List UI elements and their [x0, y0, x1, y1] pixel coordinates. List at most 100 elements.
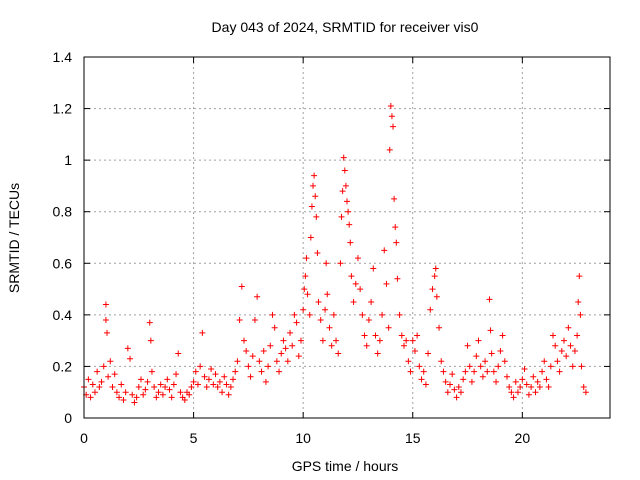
data-point [370, 265, 377, 272]
data-point [433, 293, 440, 300]
data-point [512, 378, 519, 385]
data-point [323, 260, 330, 267]
data-point [118, 381, 125, 388]
data-point [271, 324, 278, 331]
data-point [429, 286, 436, 293]
data-point [105, 373, 112, 380]
data-point [310, 182, 317, 189]
data-point [386, 146, 393, 153]
data-point [482, 358, 489, 365]
data-point [337, 260, 344, 267]
data-point [153, 394, 160, 401]
y-tick-labels: 0 0.2 0.4 0.6 0.8 1 1.2 1.4 [53, 49, 73, 426]
x-tick-label: 5 [190, 430, 198, 446]
data-point [201, 373, 208, 380]
data-point [148, 368, 155, 375]
data-point [396, 311, 403, 318]
data-point [578, 363, 585, 370]
data-point [227, 384, 234, 391]
data-point [405, 358, 412, 365]
data-point [300, 306, 307, 313]
data-point [273, 358, 280, 365]
data-point [493, 378, 500, 385]
data-point [464, 342, 471, 349]
data-point [205, 376, 212, 383]
data-point [347, 239, 354, 246]
data-point [352, 280, 359, 287]
data-point [162, 384, 169, 391]
data-point [157, 381, 164, 388]
data-point [190, 378, 197, 385]
data-point [146, 319, 153, 326]
data-point [282, 345, 289, 352]
y-tick-label: 0.2 [53, 358, 73, 374]
data-point [479, 373, 486, 380]
data-point [199, 329, 206, 336]
data-point [245, 363, 252, 370]
data-point [449, 371, 456, 378]
data-point [565, 324, 572, 331]
data-point [194, 381, 201, 388]
data-point [357, 286, 364, 293]
data-point [197, 363, 204, 370]
data-point [517, 384, 524, 391]
x-tick-label: 10 [295, 430, 311, 446]
data-points [81, 102, 589, 406]
data-point [94, 368, 101, 375]
data-point [333, 337, 340, 344]
data-point [420, 368, 427, 375]
data-point [175, 350, 182, 357]
data-point [319, 337, 326, 344]
data-point [541, 358, 548, 365]
data-point [471, 368, 478, 375]
data-point [301, 286, 308, 293]
data-point [170, 381, 177, 388]
data-point [503, 373, 510, 380]
data-point [388, 113, 395, 120]
data-point [324, 291, 331, 298]
x-tick-label: 0 [80, 430, 88, 446]
data-point [304, 291, 311, 298]
data-point [243, 347, 250, 354]
data-point [232, 368, 239, 375]
data-point [116, 394, 123, 401]
data-point [403, 337, 410, 344]
data-point [312, 193, 319, 200]
data-point [499, 332, 506, 339]
data-point [338, 213, 345, 220]
data-point [289, 342, 296, 349]
data-point [342, 182, 349, 189]
data-point [473, 353, 480, 360]
data-point [576, 273, 583, 280]
data-point [216, 378, 223, 385]
data-point [508, 389, 515, 396]
data-point [284, 358, 291, 365]
data-point [303, 255, 310, 262]
data-point [249, 353, 256, 360]
data-point [391, 195, 398, 202]
data-point [567, 342, 574, 349]
data-point [475, 337, 482, 344]
axis-ticks [83, 56, 610, 419]
data-point [506, 384, 513, 391]
data-point [91, 389, 98, 396]
data-point [278, 350, 285, 357]
data-point [574, 332, 581, 339]
data-point [306, 311, 313, 318]
data-point [122, 389, 129, 396]
data-point [552, 342, 559, 349]
data-point [490, 368, 497, 375]
data-point [219, 389, 226, 396]
x-axis-title: GPS time / hours [292, 458, 399, 474]
data-point [247, 373, 254, 380]
y-tick-label: 1.2 [53, 101, 73, 117]
y-tick-label: 1 [64, 152, 72, 168]
data-point [486, 296, 493, 303]
data-point [447, 381, 454, 388]
x-tick-label: 20 [515, 430, 531, 446]
data-point [346, 221, 353, 228]
data-point [203, 384, 210, 391]
data-point [240, 337, 247, 344]
data-point [109, 384, 116, 391]
data-point [137, 376, 144, 383]
